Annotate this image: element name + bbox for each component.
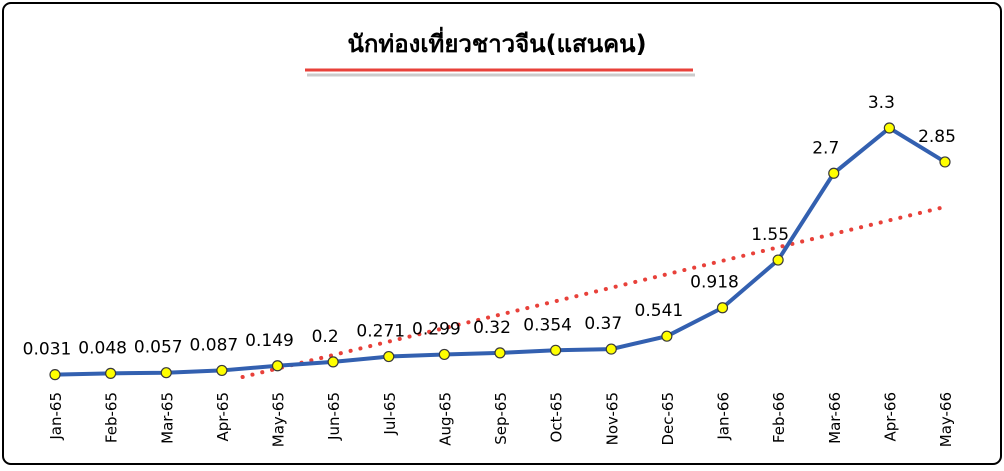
- data-label: 2.7: [812, 138, 839, 158]
- x-tick-label: Jul-65: [381, 392, 399, 436]
- x-tick-label: May-66: [937, 392, 955, 447]
- data-point: [883, 122, 895, 134]
- data-point: [494, 347, 506, 359]
- data-point: [716, 302, 729, 314]
- data-label: 0.918: [690, 273, 739, 293]
- data-label: 1.55: [751, 225, 789, 245]
- data-point: [383, 350, 395, 363]
- x-tick-label: Jan-65: [47, 392, 65, 441]
- data-label: 0.32: [473, 318, 511, 338]
- data-label: 0.048: [78, 338, 127, 358]
- data-point: [49, 369, 61, 381]
- data-label: 0.031: [23, 340, 72, 360]
- data-point: [550, 344, 562, 356]
- chart-border: [2, 2, 1002, 465]
- data-point: [216, 364, 228, 377]
- x-tick-label: Oct-65: [548, 392, 566, 442]
- data-point: [327, 356, 339, 368]
- x-tick-label: Feb-66: [770, 392, 788, 443]
- data-point: [605, 343, 617, 355]
- x-tick-label: Jan-66: [715, 392, 733, 441]
- data-label: 0.271: [356, 322, 405, 342]
- data-label: 0.299: [412, 319, 461, 339]
- data-point: [160, 367, 172, 379]
- data-point: [271, 360, 284, 372]
- data-point: [828, 167, 840, 179]
- data-label: 0.149: [245, 331, 294, 351]
- data-point: [939, 156, 951, 168]
- data-point: [772, 254, 784, 266]
- data-label: 0.541: [635, 301, 684, 321]
- chart-title: นักท่องเที่ยวชาวจีน(แสนคน): [347, 26, 646, 58]
- x-tick-label: Feb-65: [103, 392, 121, 443]
- data-label: 0.087: [190, 335, 239, 355]
- x-tick-label: Nov-65: [603, 392, 621, 445]
- x-tick-label: Mar-65: [158, 392, 176, 444]
- data-point: [661, 330, 673, 342]
- trendline: [240, 204, 947, 379]
- data-label: 0.37: [584, 314, 622, 334]
- x-tick-label: Sep-65: [492, 392, 510, 445]
- data-label: 3.3: [868, 93, 895, 113]
- data-point: [438, 348, 450, 361]
- x-tick-label: Dec-65: [659, 392, 677, 446]
- x-tick-label: Apr-66: [881, 392, 899, 442]
- data-point: [105, 367, 117, 379]
- data-label: 0.057: [134, 338, 183, 358]
- x-tick-label: Aug-65: [436, 392, 454, 446]
- x-tick-label: Mar-66: [826, 392, 844, 444]
- x-tick-label: May-65: [270, 392, 288, 447]
- x-tick-label: Jun-65: [325, 392, 343, 441]
- data-label: 0.354: [523, 315, 572, 335]
- x-tick-label: Apr-65: [214, 392, 232, 442]
- data-label: 0.2: [312, 327, 339, 347]
- data-label: 2.85: [918, 127, 956, 147]
